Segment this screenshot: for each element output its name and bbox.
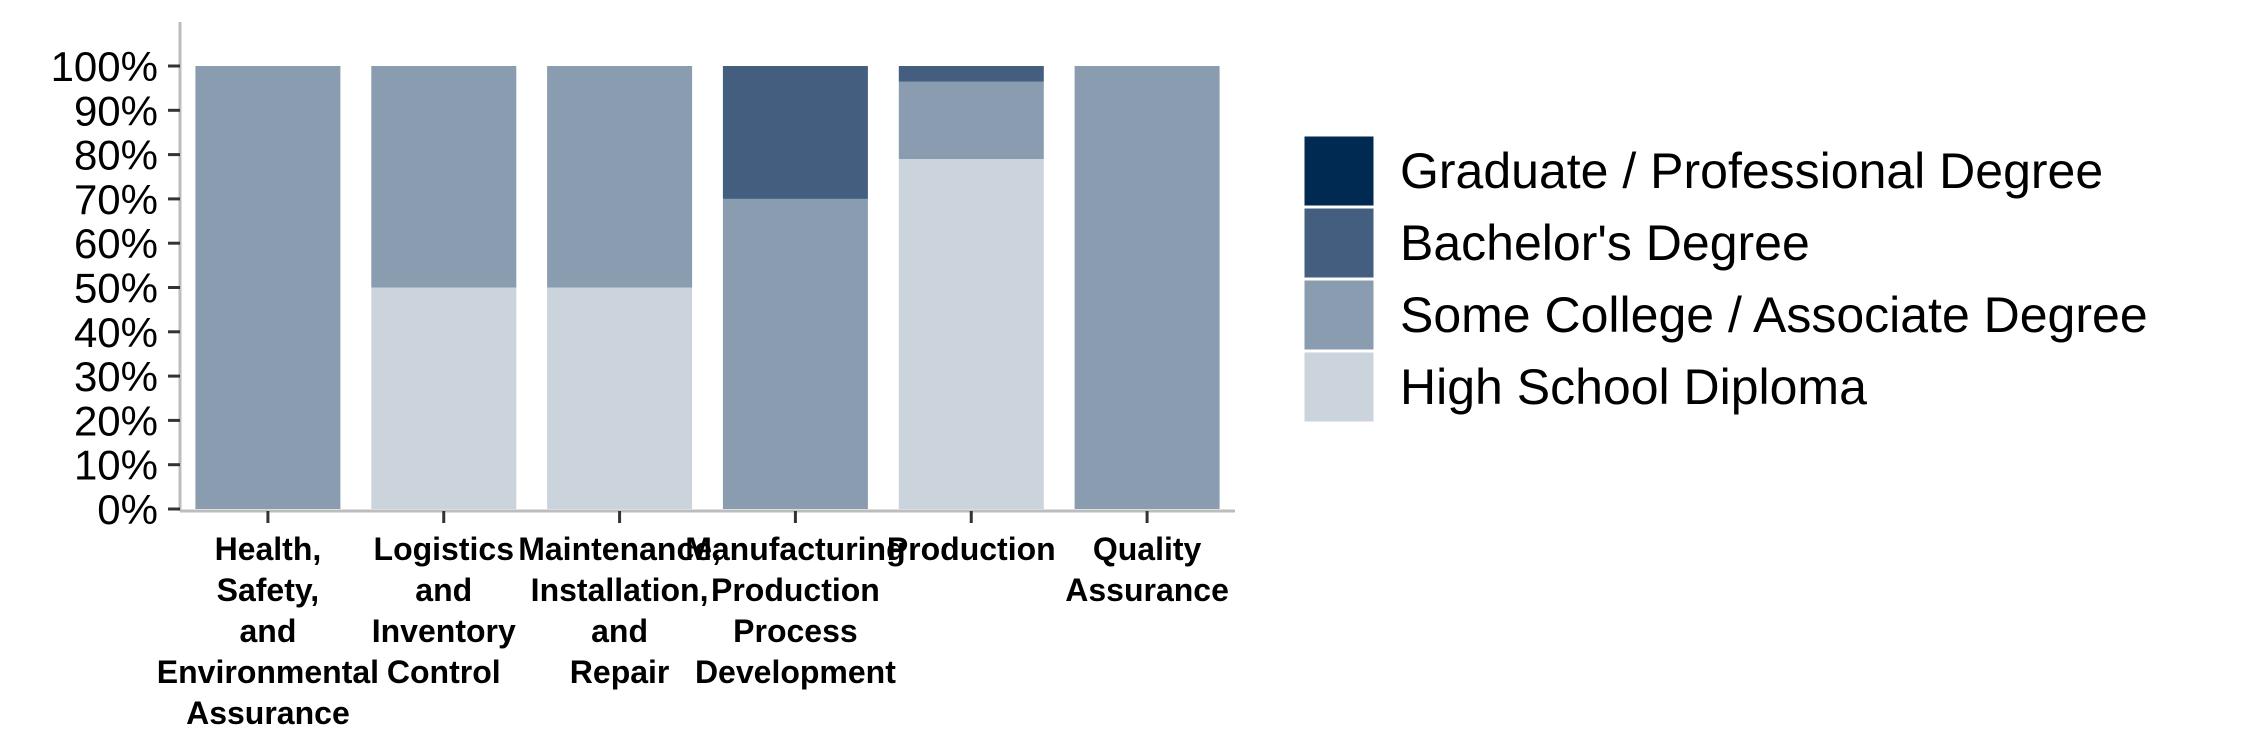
legend-label: Some College / Associate Degree	[1400, 287, 2148, 343]
axes-layer: 0%10%20%30%40%50%60%70%80%90%100%	[51, 22, 1235, 533]
bar-segment-2-0	[547, 287, 693, 509]
legend-label: Graduate / Professional Degree	[1400, 143, 2103, 199]
bars-layer	[195, 66, 1220, 509]
legend-label: Bachelor's Degree	[1400, 215, 1810, 271]
bar-segment-3-1	[722, 198, 868, 509]
x-tick-labels: Health, Safety, and Environmental AssuranceL…	[157, 531, 1229, 731]
y-tick-label: 90%	[74, 87, 158, 134]
bar-segment-4-0	[898, 159, 1044, 509]
bar-segment-4-1	[898, 81, 1044, 159]
legend-label: High School Diploma	[1400, 359, 1867, 415]
y-tick-label: 40%	[74, 309, 158, 356]
legend-swatch	[1301, 205, 1377, 281]
y-tick-label: 30%	[74, 353, 158, 400]
y-tick-label: 10%	[74, 442, 158, 489]
bar-segment-5-1	[1074, 66, 1220, 509]
legend-swatch	[1301, 133, 1377, 209]
bar-segment-0-1	[195, 66, 341, 509]
x-tick-label: Health, Safety, and Environmental Assurance	[157, 531, 379, 731]
legend: Graduate / Professional Degree Bachelor's…	[1301, 133, 2148, 425]
x-tick-label: Maintenance, Installation, and Repair	[518, 531, 721, 690]
y-tick-label: 60%	[74, 220, 158, 267]
legend-swatch	[1301, 349, 1377, 425]
y-tick-label: 70%	[74, 176, 158, 223]
x-tick-label: Production	[887, 531, 1056, 567]
y-tick-label: 0%	[97, 486, 158, 533]
bar-segment-4-2	[898, 66, 1044, 82]
legend-swatch	[1301, 277, 1377, 353]
bar-segment-2-1	[547, 66, 693, 288]
y-tick-label: 20%	[74, 397, 158, 444]
bar-segment-1-1	[371, 66, 517, 288]
y-tick-label: 80%	[74, 132, 158, 179]
y-tick-label: 50%	[74, 265, 158, 312]
y-tick-label: 100%	[51, 43, 158, 90]
bar-segment-3-2	[722, 66, 868, 199]
bar-segment-1-0	[371, 287, 517, 509]
x-tick-label: Logistics and Inventory Control	[372, 531, 516, 690]
x-tick-label: Quality Assurance	[1065, 531, 1229, 608]
x-tick-label: Manufacturing Production Process Developmen…	[685, 531, 905, 690]
